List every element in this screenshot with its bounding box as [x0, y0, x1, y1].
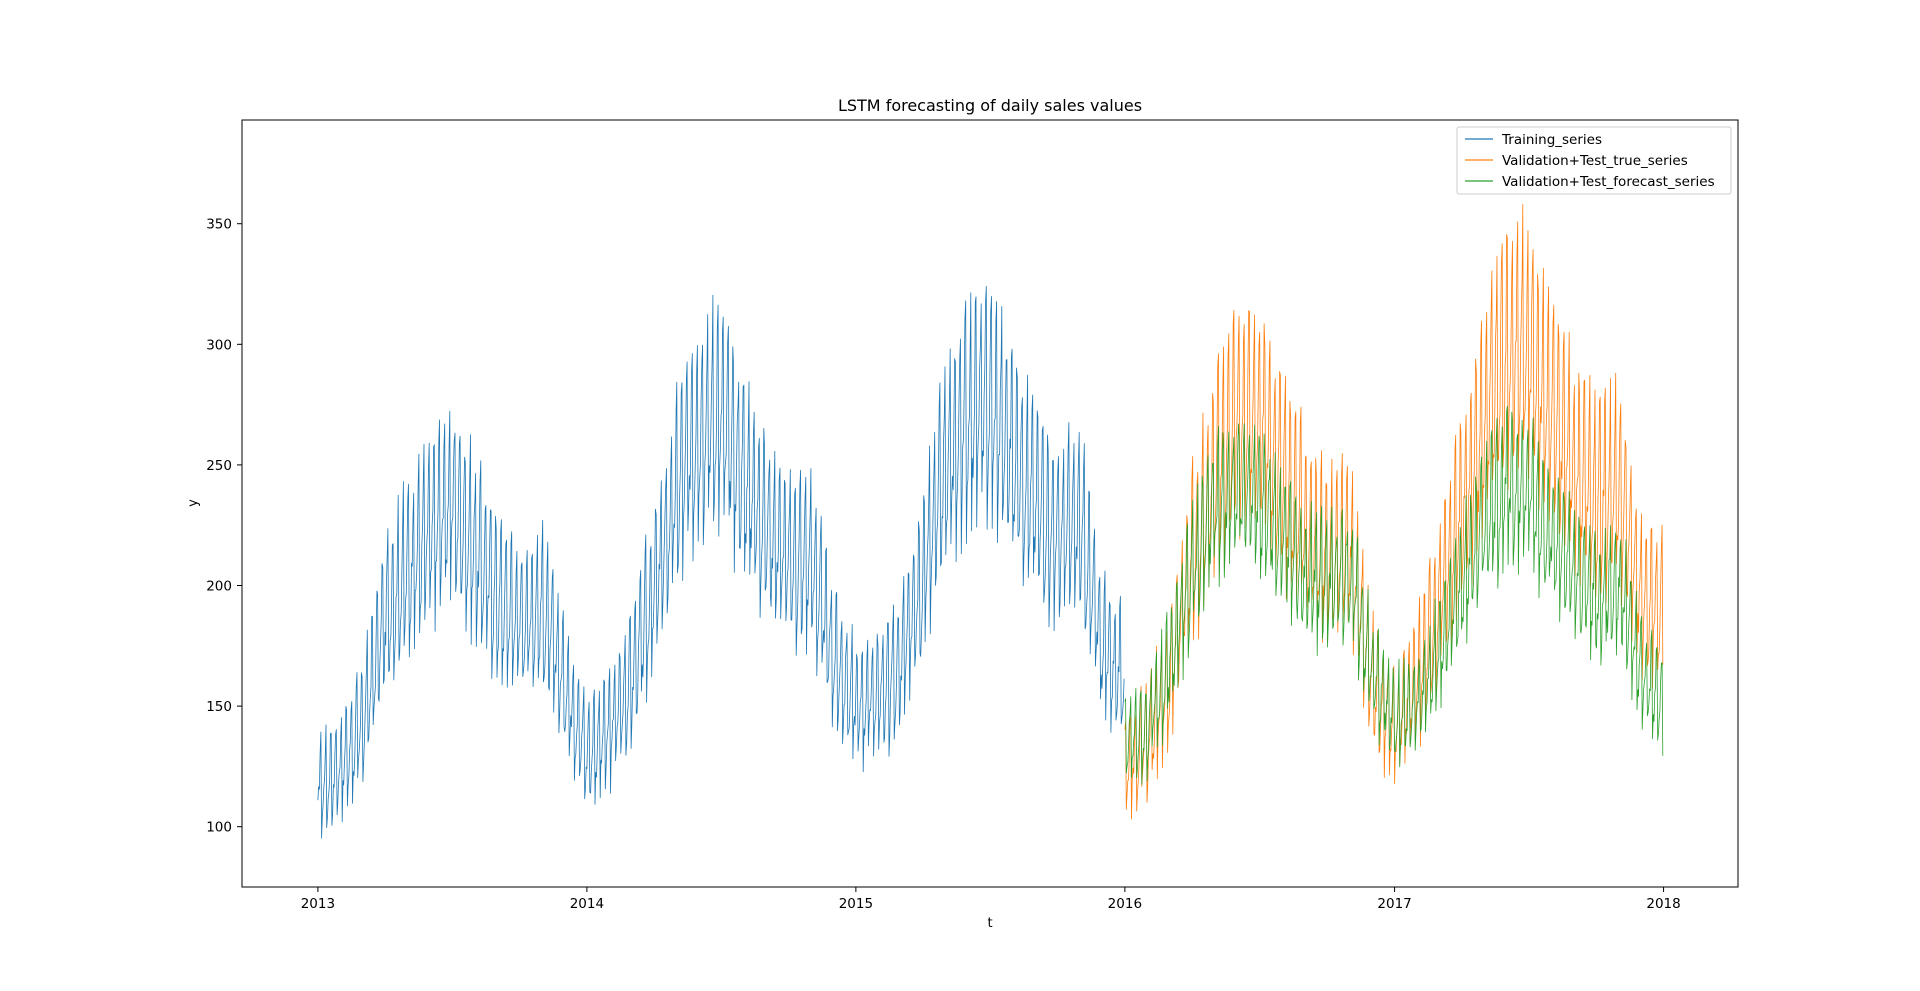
y-axis: 100 150 200 250 300 350 [206, 217, 242, 836]
x-tick-label: 2014 [570, 896, 604, 912]
legend-label-true: Validation+Test_true_series [1502, 153, 1688, 169]
x-tick-label: 2018 [1646, 896, 1680, 912]
y-tick-label: 250 [206, 458, 232, 474]
series-line-training [317, 285, 1125, 839]
legend-label-forecast: Validation+Test_forecast_series [1502, 174, 1715, 190]
x-axis-label: t [987, 916, 992, 931]
y-tick-label: 350 [206, 217, 232, 233]
y-tick-label: 300 [206, 337, 232, 353]
x-tick-label: 2013 [301, 896, 335, 912]
x-axis: 2013 2014 2015 2016 2017 2018 [301, 887, 1681, 912]
legend-box [1456, 126, 1732, 195]
plot-area [241, 119, 1739, 888]
y-tick-label: 200 [206, 579, 232, 595]
chart-title: LSTM forecasting of daily sales values [838, 96, 1142, 115]
x-tick-label: 2015 [839, 896, 873, 912]
series-layer [317, 204, 1664, 839]
legend-label-training: Training_series [1501, 132, 1602, 148]
x-tick-label: 2017 [1377, 896, 1411, 912]
series-line-forecast [1124, 406, 1664, 785]
y-tick-label: 100 [206, 820, 232, 836]
legend: Training_series Validation+Test_true_ser… [1456, 126, 1732, 195]
axes-frame [241, 119, 1739, 888]
y-tick-label: 150 [206, 699, 232, 715]
x-tick-label: 2016 [1108, 896, 1142, 912]
y-axis-label: y [186, 499, 201, 507]
